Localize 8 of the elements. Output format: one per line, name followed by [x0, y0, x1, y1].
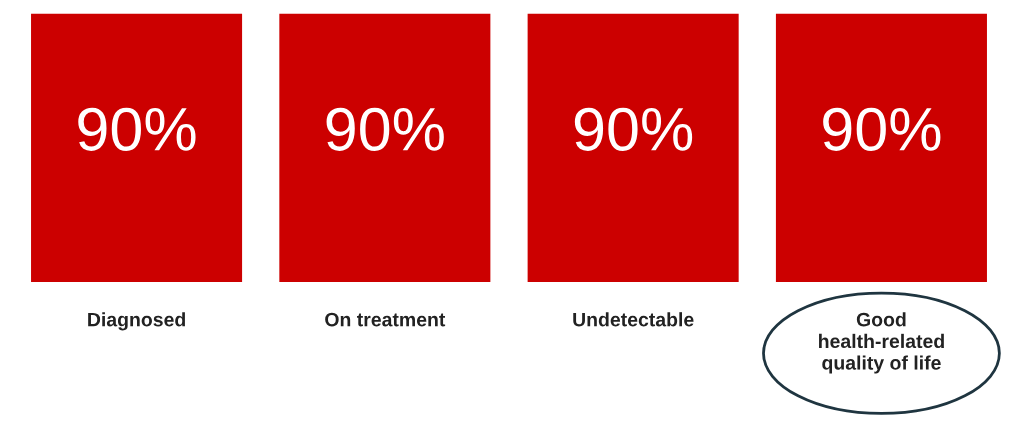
x-tick-label: Undetectable: [573, 312, 694, 327]
x-tick-label: Good health-related quality of life: [819, 312, 944, 374]
data-label: 90%: [78, 107, 196, 151]
x-tick-label: Diagnosed: [88, 312, 185, 331]
data-label: 90%: [823, 107, 941, 151]
data-label: 90%: [326, 107, 444, 151]
x-tick-label: On treatment: [325, 312, 446, 327]
data-label: 90%: [574, 107, 693, 151]
